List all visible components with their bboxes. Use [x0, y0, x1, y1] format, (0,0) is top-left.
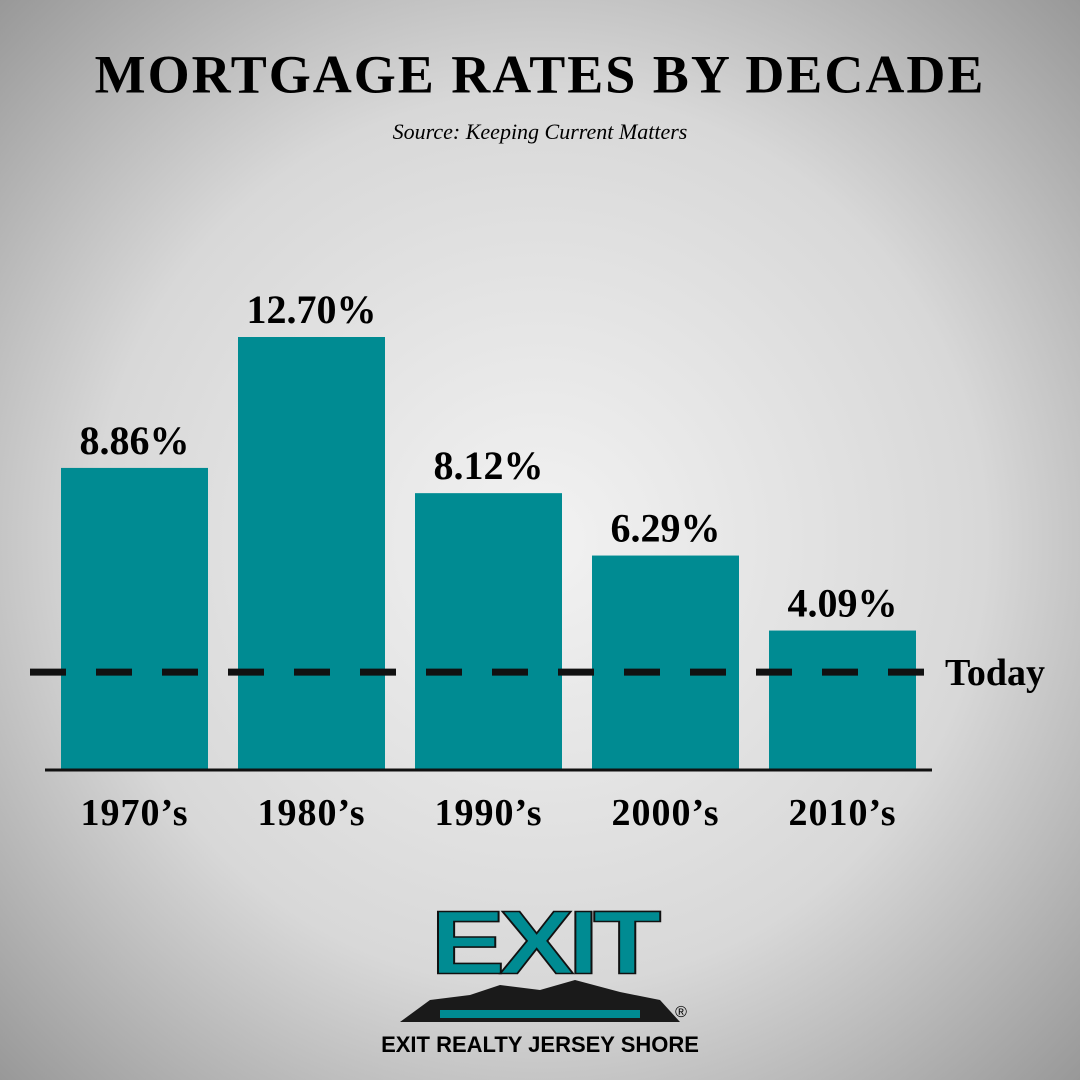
bar	[61, 467, 208, 770]
plot-area: 8.86% 1970’s 12.70% 1980’s 8.12% 1990’s 6.29% 2…	[30, 287, 1045, 834]
chart-title: MORTGAGE RATES BY DECADE	[95, 44, 986, 104]
value-label: 6.29%	[611, 506, 721, 551]
value-label: 8.12%	[434, 443, 544, 488]
bar	[238, 337, 385, 770]
logo: EXIT ® EXIT REALTY JERSEY SHORE	[381, 892, 699, 1057]
logo-band	[440, 1010, 640, 1018]
x-tick-label: 2010’s	[788, 792, 896, 834]
logo-name: EXIT REALTY JERSEY SHORE	[381, 1032, 699, 1057]
value-label: 12.70%	[247, 287, 377, 332]
chart-subtitle: Source: Keeping Current Matters	[393, 119, 688, 144]
bar	[769, 630, 916, 770]
value-label: 4.09%	[788, 581, 898, 626]
bar	[415, 493, 562, 770]
x-tick-label: 1990’s	[434, 792, 542, 834]
bar	[592, 555, 739, 770]
logo-registered: ®	[675, 1004, 687, 1021]
logo-mark: EXIT	[431, 893, 661, 993]
x-tick-label: 2000’s	[611, 792, 719, 834]
value-label: 8.86%	[80, 418, 190, 463]
reference-label: Today	[945, 652, 1045, 694]
x-tick-label: 1980’s	[257, 792, 365, 834]
x-tick-label: 1970’s	[80, 792, 188, 834]
